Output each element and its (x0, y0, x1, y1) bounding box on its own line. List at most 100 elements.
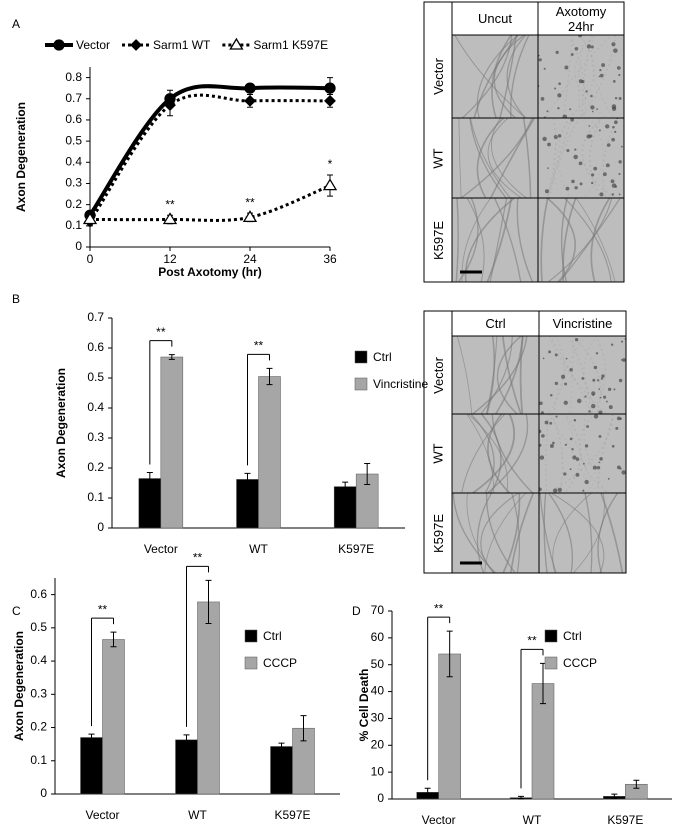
debris (590, 403, 596, 409)
fibers (539, 336, 626, 414)
micrograph-image (452, 414, 539, 493)
legend-label: CCCP (263, 656, 297, 670)
fiber (589, 118, 603, 198)
debris (541, 434, 545, 438)
x-tick-label: WT (249, 542, 268, 556)
fiber (510, 35, 530, 118)
debris (611, 42, 616, 47)
fiber (473, 35, 520, 118)
y-tick-label: 0 (75, 239, 82, 253)
x-tick-label: K597E (338, 542, 374, 556)
debris (612, 126, 615, 129)
fiber (596, 414, 616, 493)
legend-label: Vincristine (373, 377, 428, 391)
debris (549, 421, 553, 425)
fiber (471, 336, 528, 414)
bar (236, 479, 259, 529)
debris (544, 420, 549, 425)
debris (616, 416, 621, 421)
micrograph-image (538, 35, 624, 118)
fiber (563, 198, 612, 282)
legend-swatch (354, 350, 368, 364)
significance-label: ** (156, 325, 166, 339)
debris (599, 457, 603, 461)
marker (162, 212, 178, 225)
debris (542, 136, 547, 142)
debris (618, 193, 621, 196)
debris (616, 66, 621, 70)
fibers (456, 336, 528, 414)
debris (621, 470, 626, 475)
y-tick-label: 60 (371, 630, 385, 644)
y-tick-label: 0.1 (30, 753, 47, 767)
debris (593, 166, 598, 171)
debris (538, 58, 542, 62)
debris (611, 137, 615, 142)
micrograph-frame (423, 310, 627, 574)
fiber (575, 198, 616, 282)
fiber (496, 336, 523, 414)
error-bar (633, 779, 640, 789)
debris (619, 417, 622, 420)
row-header: Vector (430, 58, 446, 95)
row-header: WT (430, 147, 446, 169)
fiber (547, 493, 573, 573)
micrograph-image (539, 493, 626, 573)
fiber (583, 336, 603, 414)
x-axis-title: Post Axotomy (hr) (158, 265, 262, 279)
fiber (543, 493, 548, 573)
y-tick-label: 0.3 (30, 686, 47, 700)
row-header: Vector (430, 356, 446, 394)
debris (582, 462, 585, 465)
fiber (579, 414, 609, 493)
y-tick-label: 0.2 (65, 197, 82, 211)
debris (557, 487, 562, 493)
debris (552, 441, 555, 445)
y-tick-label: 0.6 (65, 112, 82, 126)
debris (596, 108, 599, 110)
x-tick-label: WT (523, 813, 542, 827)
fiber (469, 118, 507, 198)
fiber (511, 493, 520, 573)
debris (590, 105, 595, 110)
bar (197, 601, 220, 795)
error-bar (146, 472, 153, 485)
significance-label: ** (98, 602, 108, 616)
debris (584, 479, 589, 485)
debris (564, 443, 567, 446)
debris (591, 110, 594, 113)
debris (539, 455, 545, 460)
debris (588, 125, 591, 127)
debris (553, 135, 558, 140)
debris (620, 145, 623, 148)
fiber (546, 336, 566, 414)
fiber (583, 118, 604, 198)
debris (555, 50, 559, 54)
y-axis-title: Axon Degeneration (12, 631, 26, 741)
fiber (469, 118, 511, 198)
fibers (452, 493, 535, 573)
fiber (455, 198, 459, 282)
micrograph-image (452, 198, 538, 282)
y-tick-label: 0.6 (87, 340, 104, 354)
fibers (540, 198, 621, 282)
fiber (540, 198, 549, 282)
legend-marker (130, 39, 142, 51)
debris (554, 87, 557, 90)
micrograph-image (539, 336, 626, 414)
debris (554, 381, 559, 386)
debris (598, 75, 601, 78)
fiber (553, 118, 571, 198)
fiber (564, 414, 597, 493)
fiber (466, 493, 495, 573)
y-axis-title: Axon Degeneration (54, 368, 68, 478)
debris (598, 434, 602, 438)
fibers (455, 198, 534, 282)
error-bar (266, 367, 273, 386)
debris (547, 142, 551, 147)
error-bar (205, 579, 212, 625)
debris (613, 388, 616, 391)
error-bar (168, 354, 175, 360)
fiber (471, 414, 516, 493)
